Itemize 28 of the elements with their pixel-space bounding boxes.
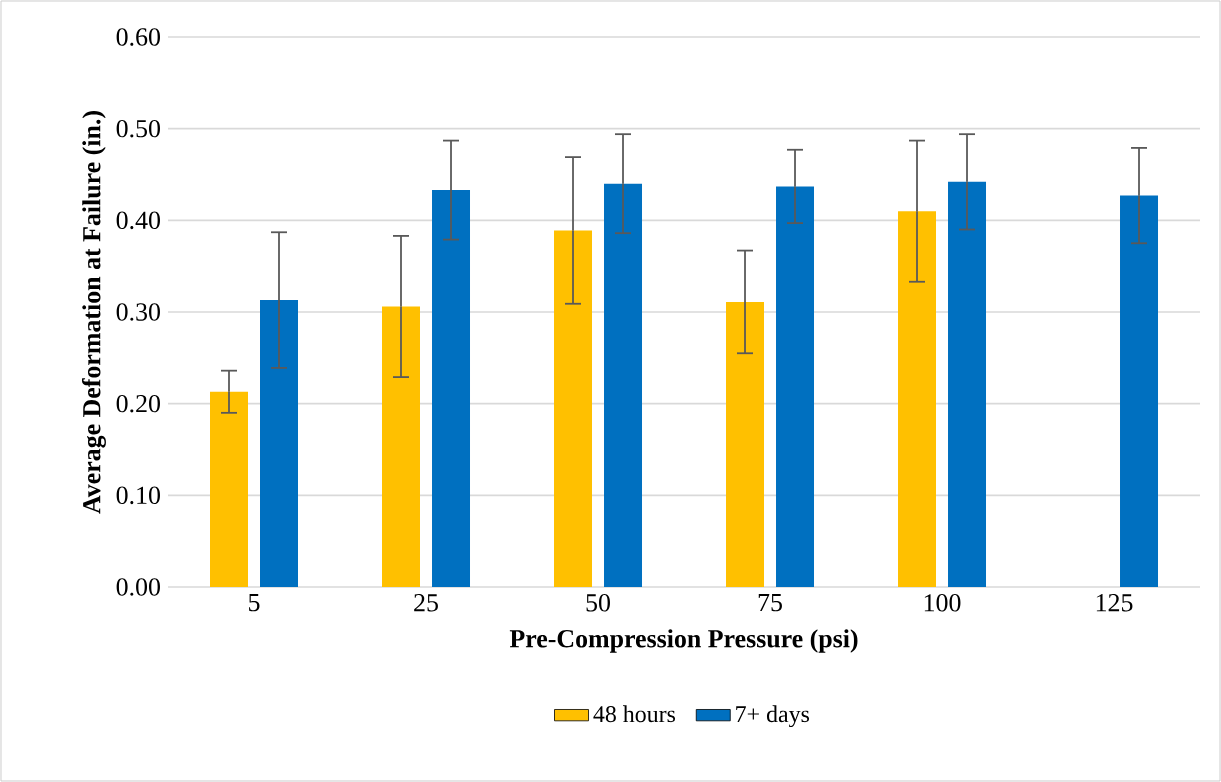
x-tick-label: 50 [586, 594, 610, 612]
y-tick-label: 0.20 [116, 394, 160, 413]
y-tick-label: 0.10 [116, 486, 160, 505]
bar [726, 301, 765, 587]
y-tick-label: 0.50 [116, 119, 160, 138]
x-tick-label: 125 [1096, 594, 1133, 612]
x-tick-label: 100 [924, 594, 961, 612]
y-tick-label: 0.30 [116, 303, 160, 321]
bar [604, 183, 643, 587]
bar [260, 300, 298, 587]
bar [898, 211, 937, 587]
bar [432, 190, 471, 587]
bar [776, 186, 815, 587]
bar [210, 391, 248, 587]
x-tick-label: 25 [414, 594, 438, 612]
x-axis-title: Pre-Compression Pressure (psi) [509, 629, 858, 653]
bar [1120, 195, 1159, 587]
x-tick-label: 75 [758, 594, 782, 612]
y-tick-label: 0.60 [116, 28, 160, 46]
bar [948, 181, 987, 587]
legend-label: 48 hours [593, 705, 676, 723]
x-tick-label: 5 [249, 594, 260, 612]
y-axis-title: Average Deformation at Failure (in.) [81, 111, 106, 514]
legend-label: 7+ days [736, 705, 810, 728]
bar [382, 306, 420, 587]
bar [554, 230, 593, 587]
y-tick-label: 0.00 [116, 578, 160, 596]
y-tick-label: 0.40 [116, 211, 160, 230]
